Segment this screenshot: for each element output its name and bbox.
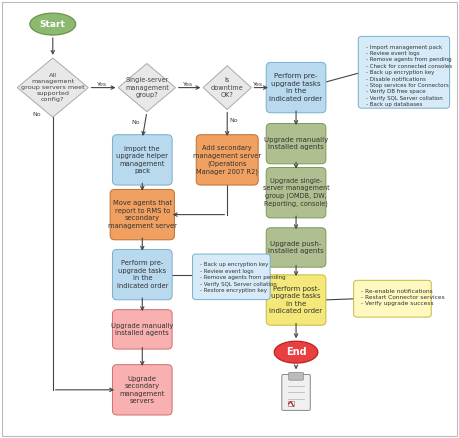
FancyBboxPatch shape [112, 250, 172, 300]
Text: Import the
upgrade helper
management
pack: Import the upgrade helper management pac… [116, 145, 168, 174]
Text: Yes: Yes [183, 82, 193, 87]
Text: Upgrade single-
server management
group (OMDB, DW,
Reporting, console): Upgrade single- server management group … [263, 178, 330, 208]
Text: Single-server
management
group?: Single-server management group? [125, 78, 169, 98]
FancyBboxPatch shape [112, 310, 172, 349]
Polygon shape [118, 64, 175, 112]
Text: Perform pre-
upgrade tasks
in the
indicated order: Perform pre- upgrade tasks in the indica… [269, 73, 323, 102]
FancyBboxPatch shape [266, 167, 326, 218]
FancyBboxPatch shape [266, 228, 326, 267]
Polygon shape [203, 66, 252, 110]
Text: Start: Start [40, 20, 66, 28]
FancyBboxPatch shape [289, 372, 303, 380]
Polygon shape [17, 58, 89, 117]
FancyBboxPatch shape [358, 36, 450, 108]
Text: Upgrade manually
installed agents: Upgrade manually installed agents [264, 137, 328, 150]
Text: End: End [286, 347, 306, 357]
Text: - Re-enable notifications
- Restart Connector services
- Verify upgrade success: - Re-enable notifications - Restart Conn… [361, 289, 445, 307]
FancyBboxPatch shape [110, 189, 174, 240]
Text: Upgrade push-
installed agents: Upgrade push- installed agents [268, 241, 324, 254]
Text: Is
downtime
OK?: Is downtime OK? [211, 78, 244, 98]
Ellipse shape [274, 341, 318, 363]
Text: Perform pre-
upgrade tasks
in the
indicated order: Perform pre- upgrade tasks in the indica… [117, 260, 168, 289]
Text: No: No [33, 112, 41, 117]
Text: Upgrade manually
installed agents: Upgrade manually installed agents [111, 323, 174, 336]
FancyBboxPatch shape [112, 135, 172, 185]
Ellipse shape [30, 13, 76, 35]
FancyBboxPatch shape [266, 124, 326, 164]
Text: No: No [230, 118, 238, 123]
Text: No: No [131, 120, 140, 125]
Text: Add secondary
management server
(Operations
Manager 2007 R2): Add secondary management server (Operati… [193, 145, 261, 175]
Text: Move agents that
report to RMS to
secondary
management server: Move agents that report to RMS to second… [108, 200, 177, 229]
Bar [288, 401, 294, 406]
FancyBboxPatch shape [282, 374, 310, 410]
Text: Perform post-
upgrade tasks
in the
indicated order: Perform post- upgrade tasks in the indic… [269, 286, 323, 314]
FancyBboxPatch shape [193, 254, 270, 300]
FancyBboxPatch shape [266, 62, 326, 113]
FancyBboxPatch shape [196, 135, 258, 185]
Text: Yes: Yes [97, 82, 107, 87]
FancyBboxPatch shape [112, 364, 172, 415]
Text: Upgrade
secondary
management
servers: Upgrade secondary management servers [120, 375, 165, 404]
Text: - Back up encryption key
- Review event logs
- Remove agents from pending
- Veri: - Back up encryption key - Review event … [200, 262, 285, 293]
Text: - Import management pack
- Review event logs
- Remove agents from pending
- Chec: - Import management pack - Review event … [366, 45, 452, 107]
Text: All
management
group servers meet
supported
config?: All management group servers meet suppor… [21, 73, 84, 102]
FancyBboxPatch shape [354, 280, 431, 317]
FancyBboxPatch shape [266, 275, 326, 325]
Text: Yes: Yes [253, 82, 263, 87]
